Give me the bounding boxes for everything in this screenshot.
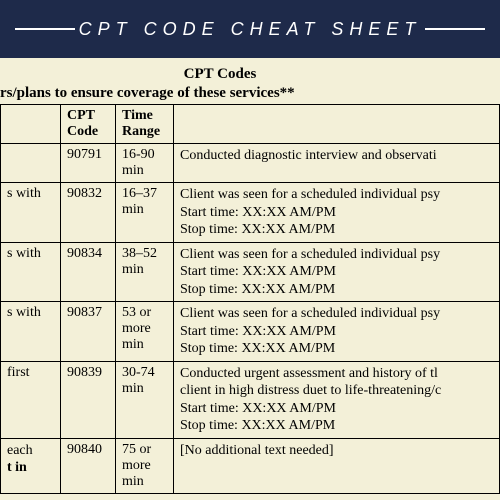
cell-desc: s with — [1, 183, 61, 243]
cell-time: 16–37 min — [116, 183, 174, 243]
cell-desc — [1, 144, 61, 183]
page-title: CPT CODE CHEAT SHEET — [79, 19, 422, 40]
table-row: 90791 16-90 min Conducted diagnostic int… — [1, 144, 500, 183]
cell-time: 38–52 min — [116, 242, 174, 302]
table-row: each t in 90840 75 or more min [No addit… — [1, 438, 500, 493]
header-note — [174, 105, 500, 144]
table-row: s with 90834 38–52 min Client was seen f… — [1, 242, 500, 302]
cell-code: 90837 — [61, 302, 116, 362]
cell-note: Client was seen for a scheduled individu… — [174, 183, 500, 243]
cell-code: 90839 — [61, 361, 116, 438]
header-code: CPT Code — [61, 105, 116, 144]
cell-code: 90791 — [61, 144, 116, 183]
cell-desc: s with — [1, 242, 61, 302]
cell-note: Client was seen for a scheduled individu… — [174, 302, 500, 362]
decorative-line-right — [425, 28, 485, 30]
cell-note: [No additional text needed] — [174, 438, 500, 493]
table-row: s with 90837 53 or more min Client was s… — [1, 302, 500, 362]
table-row: first 90839 30-74 min Conducted urgent a… — [1, 361, 500, 438]
cell-note: Conducted urgent assessment and history … — [174, 361, 500, 438]
cell-note: Conducted diagnostic interview and obser… — [174, 144, 500, 183]
cpt-codes-table: CPT Code Time Range 90791 16-90 min Cond… — [0, 104, 500, 494]
cell-desc: each t in — [1, 438, 61, 493]
decorative-line-left — [15, 28, 75, 30]
cell-time: 75 or more min — [116, 438, 174, 493]
header-desc — [1, 105, 61, 144]
cell-time: 53 or more min — [116, 302, 174, 362]
cell-code: 90840 — [61, 438, 116, 493]
table-body: 90791 16-90 min Conducted diagnostic int… — [1, 144, 500, 494]
table-header-row: CPT Code Time Range — [1, 105, 500, 144]
cell-code: 90832 — [61, 183, 116, 243]
header-time: Time Range — [116, 105, 174, 144]
cell-note: Client was seen for a scheduled individu… — [174, 242, 500, 302]
cell-desc: s with — [1, 302, 61, 362]
subtitle-text: rs/plans to ensure coverage of these ser… — [0, 85, 500, 102]
cell-time: 16-90 min — [116, 144, 174, 183]
table-row: s with 90832 16–37 min Client was seen f… — [1, 183, 500, 243]
content-area: CPT Codes rs/plans to ensure coverage of… — [0, 58, 500, 494]
cell-code: 90834 — [61, 242, 116, 302]
title-bar: CPT CODE CHEAT SHEET — [0, 0, 500, 58]
cell-time: 30-74 min — [116, 361, 174, 438]
cell-desc: first — [1, 361, 61, 438]
section-title: CPT Codes — [0, 66, 500, 83]
